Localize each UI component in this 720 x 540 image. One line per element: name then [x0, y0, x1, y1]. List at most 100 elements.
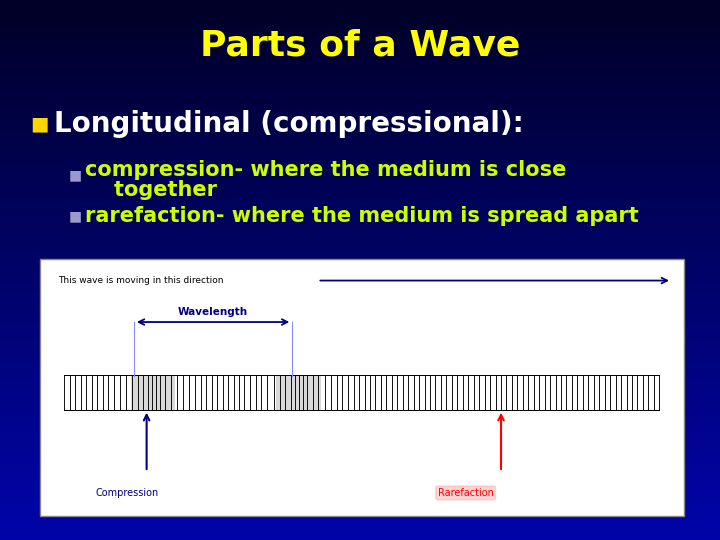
- Text: Rarefaction: Rarefaction: [438, 488, 494, 498]
- Bar: [0, 464, 720, 470]
- Bar: [0, 319, 720, 324]
- Bar: [0, 238, 720, 243]
- Bar: [0, 524, 720, 529]
- Bar: [0, 232, 720, 238]
- Bar: [0, 97, 720, 103]
- Bar: [0, 437, 720, 443]
- Bar: [0, 502, 720, 508]
- Bar: [0, 410, 720, 416]
- Bar: [0, 346, 720, 351]
- Bar: [0, 178, 720, 184]
- Bar: [0, 59, 720, 65]
- Bar: [0, 351, 720, 356]
- Bar: [0, 22, 720, 27]
- Bar: [0, 302, 720, 308]
- Bar: [0, 362, 720, 367]
- Bar: [0, 167, 720, 173]
- Bar: [0, 324, 720, 329]
- Bar: [0, 275, 720, 281]
- Bar: [0, 76, 720, 81]
- Bar: [0, 405, 720, 410]
- Bar: [0, 140, 720, 146]
- Bar: [0, 475, 720, 481]
- Text: This wave is moving in this direction: This wave is moving in this direction: [58, 276, 223, 285]
- Bar: [0, 518, 720, 524]
- Bar: [0, 130, 720, 135]
- Bar: [0, 205, 720, 211]
- Bar: [0, 86, 720, 92]
- Bar: [0, 297, 720, 302]
- Bar: [0, 216, 720, 221]
- Bar: [0, 491, 720, 497]
- Text: Compression: Compression: [96, 488, 159, 498]
- Bar: [0, 27, 720, 32]
- Bar: [0, 49, 720, 54]
- Bar: [0, 189, 720, 194]
- Bar: [0, 329, 720, 335]
- Text: Wavelength: Wavelength: [178, 307, 248, 318]
- Bar: [0, 184, 720, 189]
- Bar: [0, 194, 720, 200]
- Bar: [0, 286, 720, 292]
- Bar: [0, 340, 720, 346]
- Bar: [276, 375, 320, 410]
- Bar: [0, 0, 720, 5]
- Bar: [0, 281, 720, 286]
- Bar: [0, 38, 720, 43]
- Bar: [0, 11, 720, 16]
- Bar: [0, 151, 720, 157]
- Bar: [0, 270, 720, 275]
- Bar: [0, 529, 720, 535]
- Bar: [0, 135, 720, 140]
- Bar: [0, 157, 720, 162]
- Bar: [0, 259, 720, 265]
- Text: Longitudinal (compressional):: Longitudinal (compressional):: [54, 110, 523, 138]
- Bar: [0, 5, 720, 11]
- Bar: [0, 497, 720, 502]
- Bar: [0, 356, 720, 362]
- Bar: [0, 470, 720, 475]
- Bar: [0, 335, 720, 340]
- Bar: [0, 103, 720, 108]
- Text: ■: ■: [69, 209, 82, 223]
- Text: ■: ■: [69, 168, 82, 183]
- Bar: [0, 421, 720, 427]
- Bar: [0, 248, 720, 254]
- Bar: [0, 227, 720, 232]
- Bar: [0, 43, 720, 49]
- Bar: [0, 459, 720, 464]
- Bar: [0, 308, 720, 313]
- Bar: [0, 65, 720, 70]
- Bar: [0, 400, 720, 405]
- Bar: [0, 383, 720, 389]
- Bar: [0, 92, 720, 97]
- Bar: [0, 254, 720, 259]
- Bar: [0, 443, 720, 448]
- Bar: [0, 416, 720, 421]
- Bar: [0, 32, 720, 38]
- Bar: [0, 16, 720, 22]
- Text: together: together: [85, 180, 217, 200]
- Bar: [0, 162, 720, 167]
- Bar: [0, 389, 720, 394]
- Bar: [0, 508, 720, 513]
- Bar: [0, 513, 720, 518]
- Bar: [0, 81, 720, 86]
- Bar: [0, 200, 720, 205]
- Text: Parts of a Wave: Parts of a Wave: [200, 29, 520, 63]
- Bar: [0, 113, 720, 119]
- Text: compression- where the medium is close: compression- where the medium is close: [85, 160, 567, 180]
- Bar: [0, 119, 720, 124]
- Bar: [0, 481, 720, 486]
- Bar: [0, 108, 720, 113]
- Bar: [0, 394, 720, 400]
- Bar: [0, 221, 720, 227]
- Bar: [0, 292, 720, 297]
- Text: rarefaction- where the medium is spread apart: rarefaction- where the medium is spread …: [85, 206, 639, 226]
- Bar: [0, 535, 720, 540]
- Bar: [0, 454, 720, 459]
- Bar: [0, 427, 720, 432]
- Bar: [0, 486, 720, 491]
- Text: ■: ■: [30, 114, 49, 134]
- Bar: [131, 375, 175, 410]
